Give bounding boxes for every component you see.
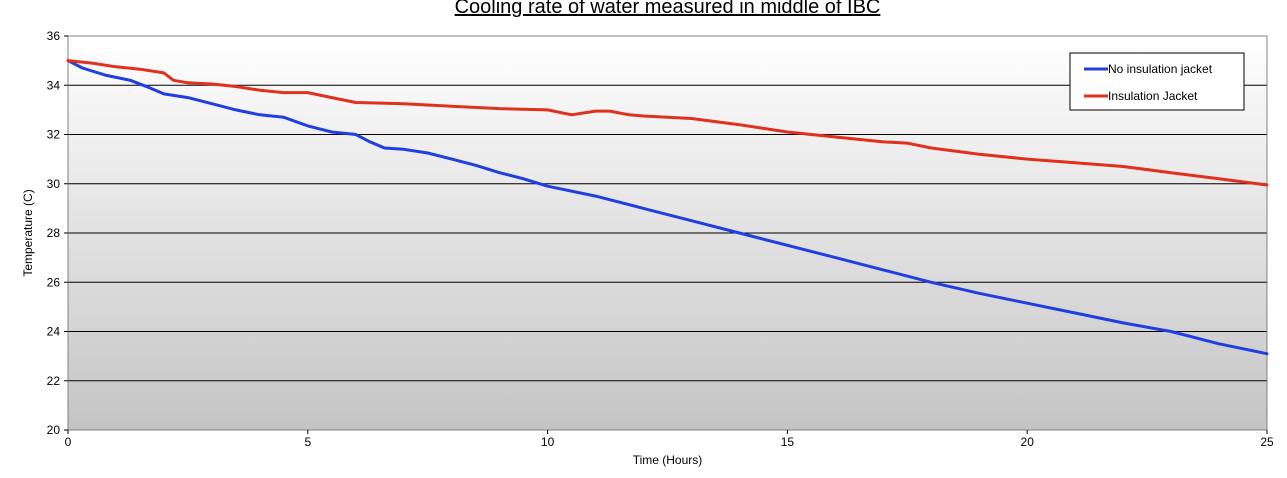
legend-label-2: Insulation Jacket bbox=[1108, 89, 1198, 103]
series-line-1 bbox=[66, 59, 1269, 356]
y-tick-label: 36 bbox=[47, 29, 61, 43]
x-tick-label: 25 bbox=[1260, 435, 1274, 449]
legend-label-1: No insulation jacket bbox=[1108, 62, 1213, 76]
y-tick-label: 34 bbox=[47, 78, 61, 92]
x-tick-label: 20 bbox=[1021, 435, 1035, 449]
y-tick-label: 28 bbox=[47, 226, 61, 240]
chart-title: Cooling rate of water measured in middle… bbox=[455, 0, 881, 18]
y-tick-label: 26 bbox=[47, 275, 61, 289]
y-tick-label: 22 bbox=[47, 374, 61, 388]
x-tick-label: 10 bbox=[541, 435, 555, 449]
x-tick-label: 15 bbox=[781, 435, 795, 449]
y-tick-label: 20 bbox=[47, 423, 61, 437]
y-tick-label: 24 bbox=[47, 325, 61, 339]
series-line-2 bbox=[66, 59, 1269, 187]
y-tick-label: 30 bbox=[47, 177, 61, 191]
x-tick-label: 0 bbox=[65, 435, 72, 449]
legend-box bbox=[1069, 52, 1245, 111]
y-tick-label: 32 bbox=[47, 128, 61, 142]
x-axis-title: Time (Hours) bbox=[633, 453, 703, 467]
y-axis-title: Temperature (C) bbox=[21, 189, 35, 276]
x-tick-label: 5 bbox=[304, 435, 311, 449]
